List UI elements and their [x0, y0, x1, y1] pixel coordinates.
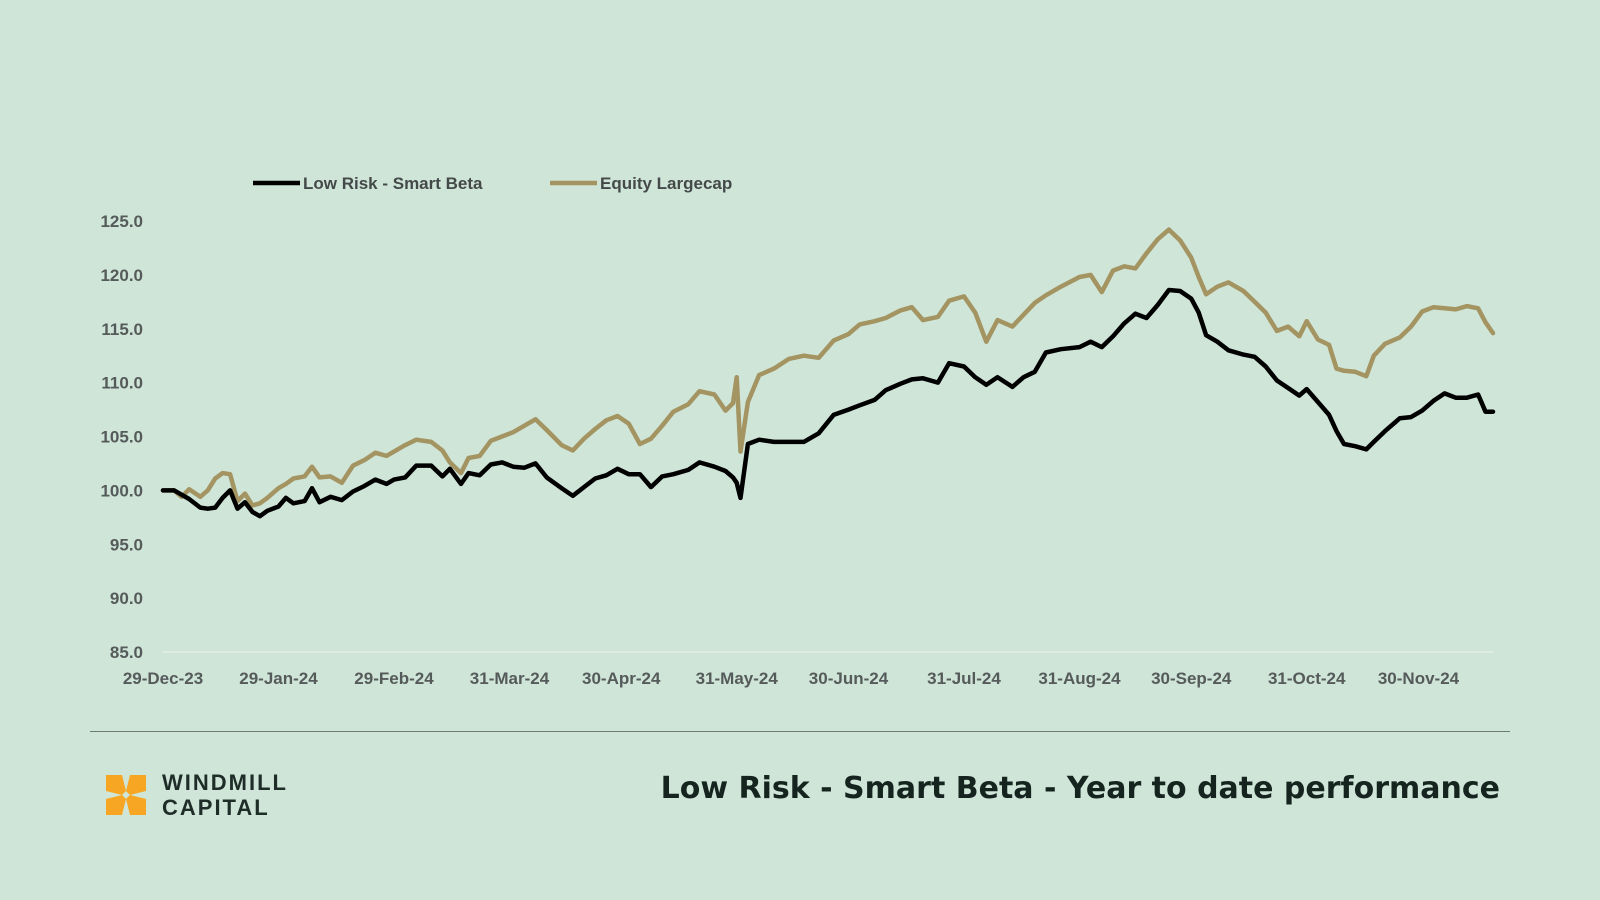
x-tick-label: 30-Jun-24 [809, 669, 889, 688]
brand-name: WINDMILL CAPITAL [162, 770, 288, 820]
series-layer [160, 227, 1496, 519]
legend-label-low-risk: Low Risk - Smart Beta [303, 174, 483, 193]
windmill-capital-logo: WINDMILL CAPITAL [104, 770, 288, 820]
x-tick-label: 31-May-24 [696, 669, 779, 688]
x-tick-label: 29-Feb-24 [354, 669, 434, 688]
x-tick-label: 29-Dec-23 [123, 669, 203, 688]
y-tick-label: 90.0 [110, 589, 143, 608]
x-tick-label: 30-Nov-24 [1378, 669, 1460, 688]
x-axis: 29-Dec-23 29-Jan-24 29-Feb-24 31-Mar-24 30-A… [123, 651, 1493, 688]
legend: Low Risk - Smart Beta Equity Largecap [253, 174, 732, 193]
footer-divider [90, 731, 1510, 732]
y-tick-label: 95.0 [110, 535, 143, 554]
x-tick-label: 31-Aug-24 [1038, 669, 1121, 688]
y-axis: 85.0 90.0 95.0 100.0 105.0 110.0 115.0 120.0 125… [100, 212, 143, 662]
x-tick-label: 30-Apr-24 [582, 669, 661, 688]
y-tick-label: 85.0 [110, 643, 143, 662]
legend-label-equity-largecap: Equity Largecap [600, 174, 732, 193]
line-chart: Low Risk - Smart Beta Equity Largecap 85… [100, 174, 1496, 688]
y-tick-label: 110.0 [101, 374, 143, 393]
brand-line-1: WINDMILL [162, 770, 288, 795]
windmill-icon [106, 775, 146, 815]
series-line-equity-largecap [160, 227, 1496, 508]
x-tick-label: 31-Mar-24 [470, 669, 550, 688]
brand-line-2: CAPITAL [162, 795, 270, 820]
x-tick-label: 29-Jan-24 [239, 669, 318, 688]
y-tick-label: 120.0 [100, 266, 143, 285]
y-tick-label: 105.0 [100, 428, 143, 447]
footer-title: Low Risk - Smart Beta - Year to date per… [660, 771, 1500, 806]
x-tick-label: 31-Jul-24 [927, 669, 1001, 688]
y-tick-label: 115.0 [101, 320, 143, 339]
x-tick-label: 30-Sep-24 [1151, 669, 1232, 688]
y-tick-label: 100.0 [100, 481, 143, 500]
x-tick-label: 31-Oct-24 [1268, 669, 1346, 688]
y-tick-label: 125.0 [100, 212, 143, 231]
series-line-low-risk-smart-beta [160, 287, 1496, 519]
